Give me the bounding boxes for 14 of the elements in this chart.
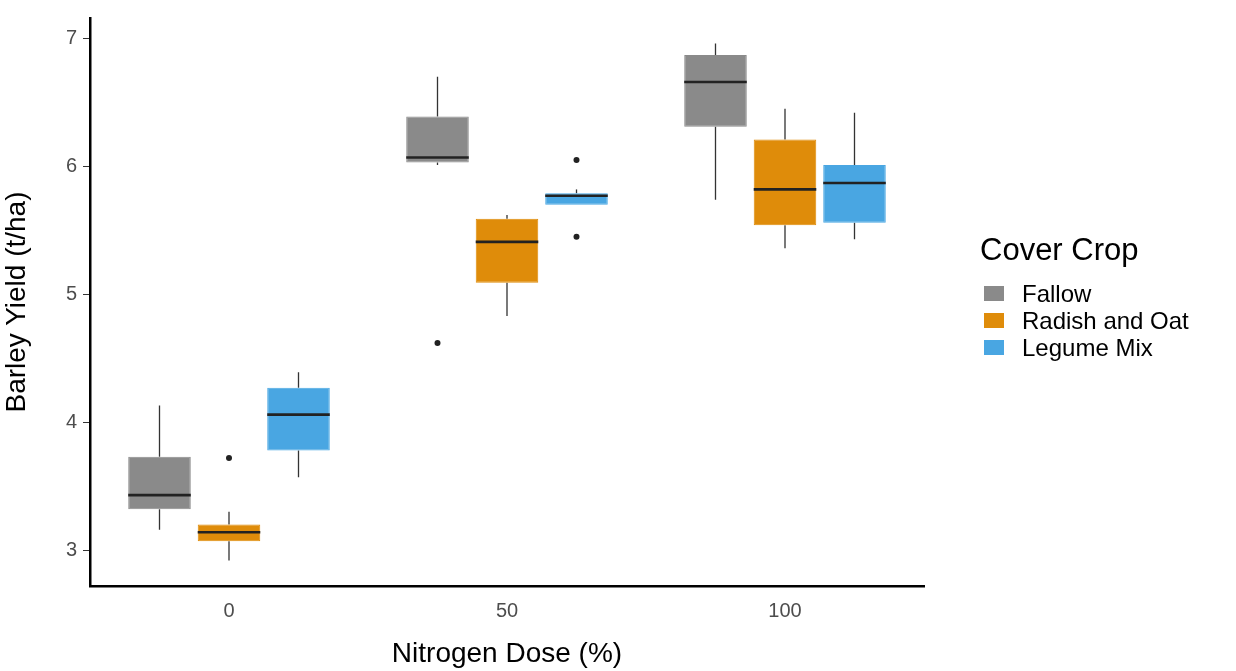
y-tick-label: 6 (65, 153, 77, 176)
x-axis-title: Nitrogen Dose (%) (391, 636, 623, 668)
y-tick-label: 7 (65, 25, 77, 48)
legend-label: Fallow (1022, 279, 1092, 308)
y-tick-label: 5 (65, 281, 77, 304)
x-tick-label: 100 (768, 598, 802, 621)
y-tick-label: 4 (65, 409, 77, 432)
y-tick-label: 3 (65, 537, 77, 560)
legend-title: Cover Crop (980, 232, 1140, 268)
legend-label: Legume Mix (1022, 333, 1153, 362)
x-tick-label: 50 (495, 598, 519, 621)
y-axis-title: Barley Yield (t/ha) (0, 191, 31, 413)
x-tick-label: 0 (223, 598, 235, 621)
legend-label: Radish and Oat (1022, 306, 1189, 335)
